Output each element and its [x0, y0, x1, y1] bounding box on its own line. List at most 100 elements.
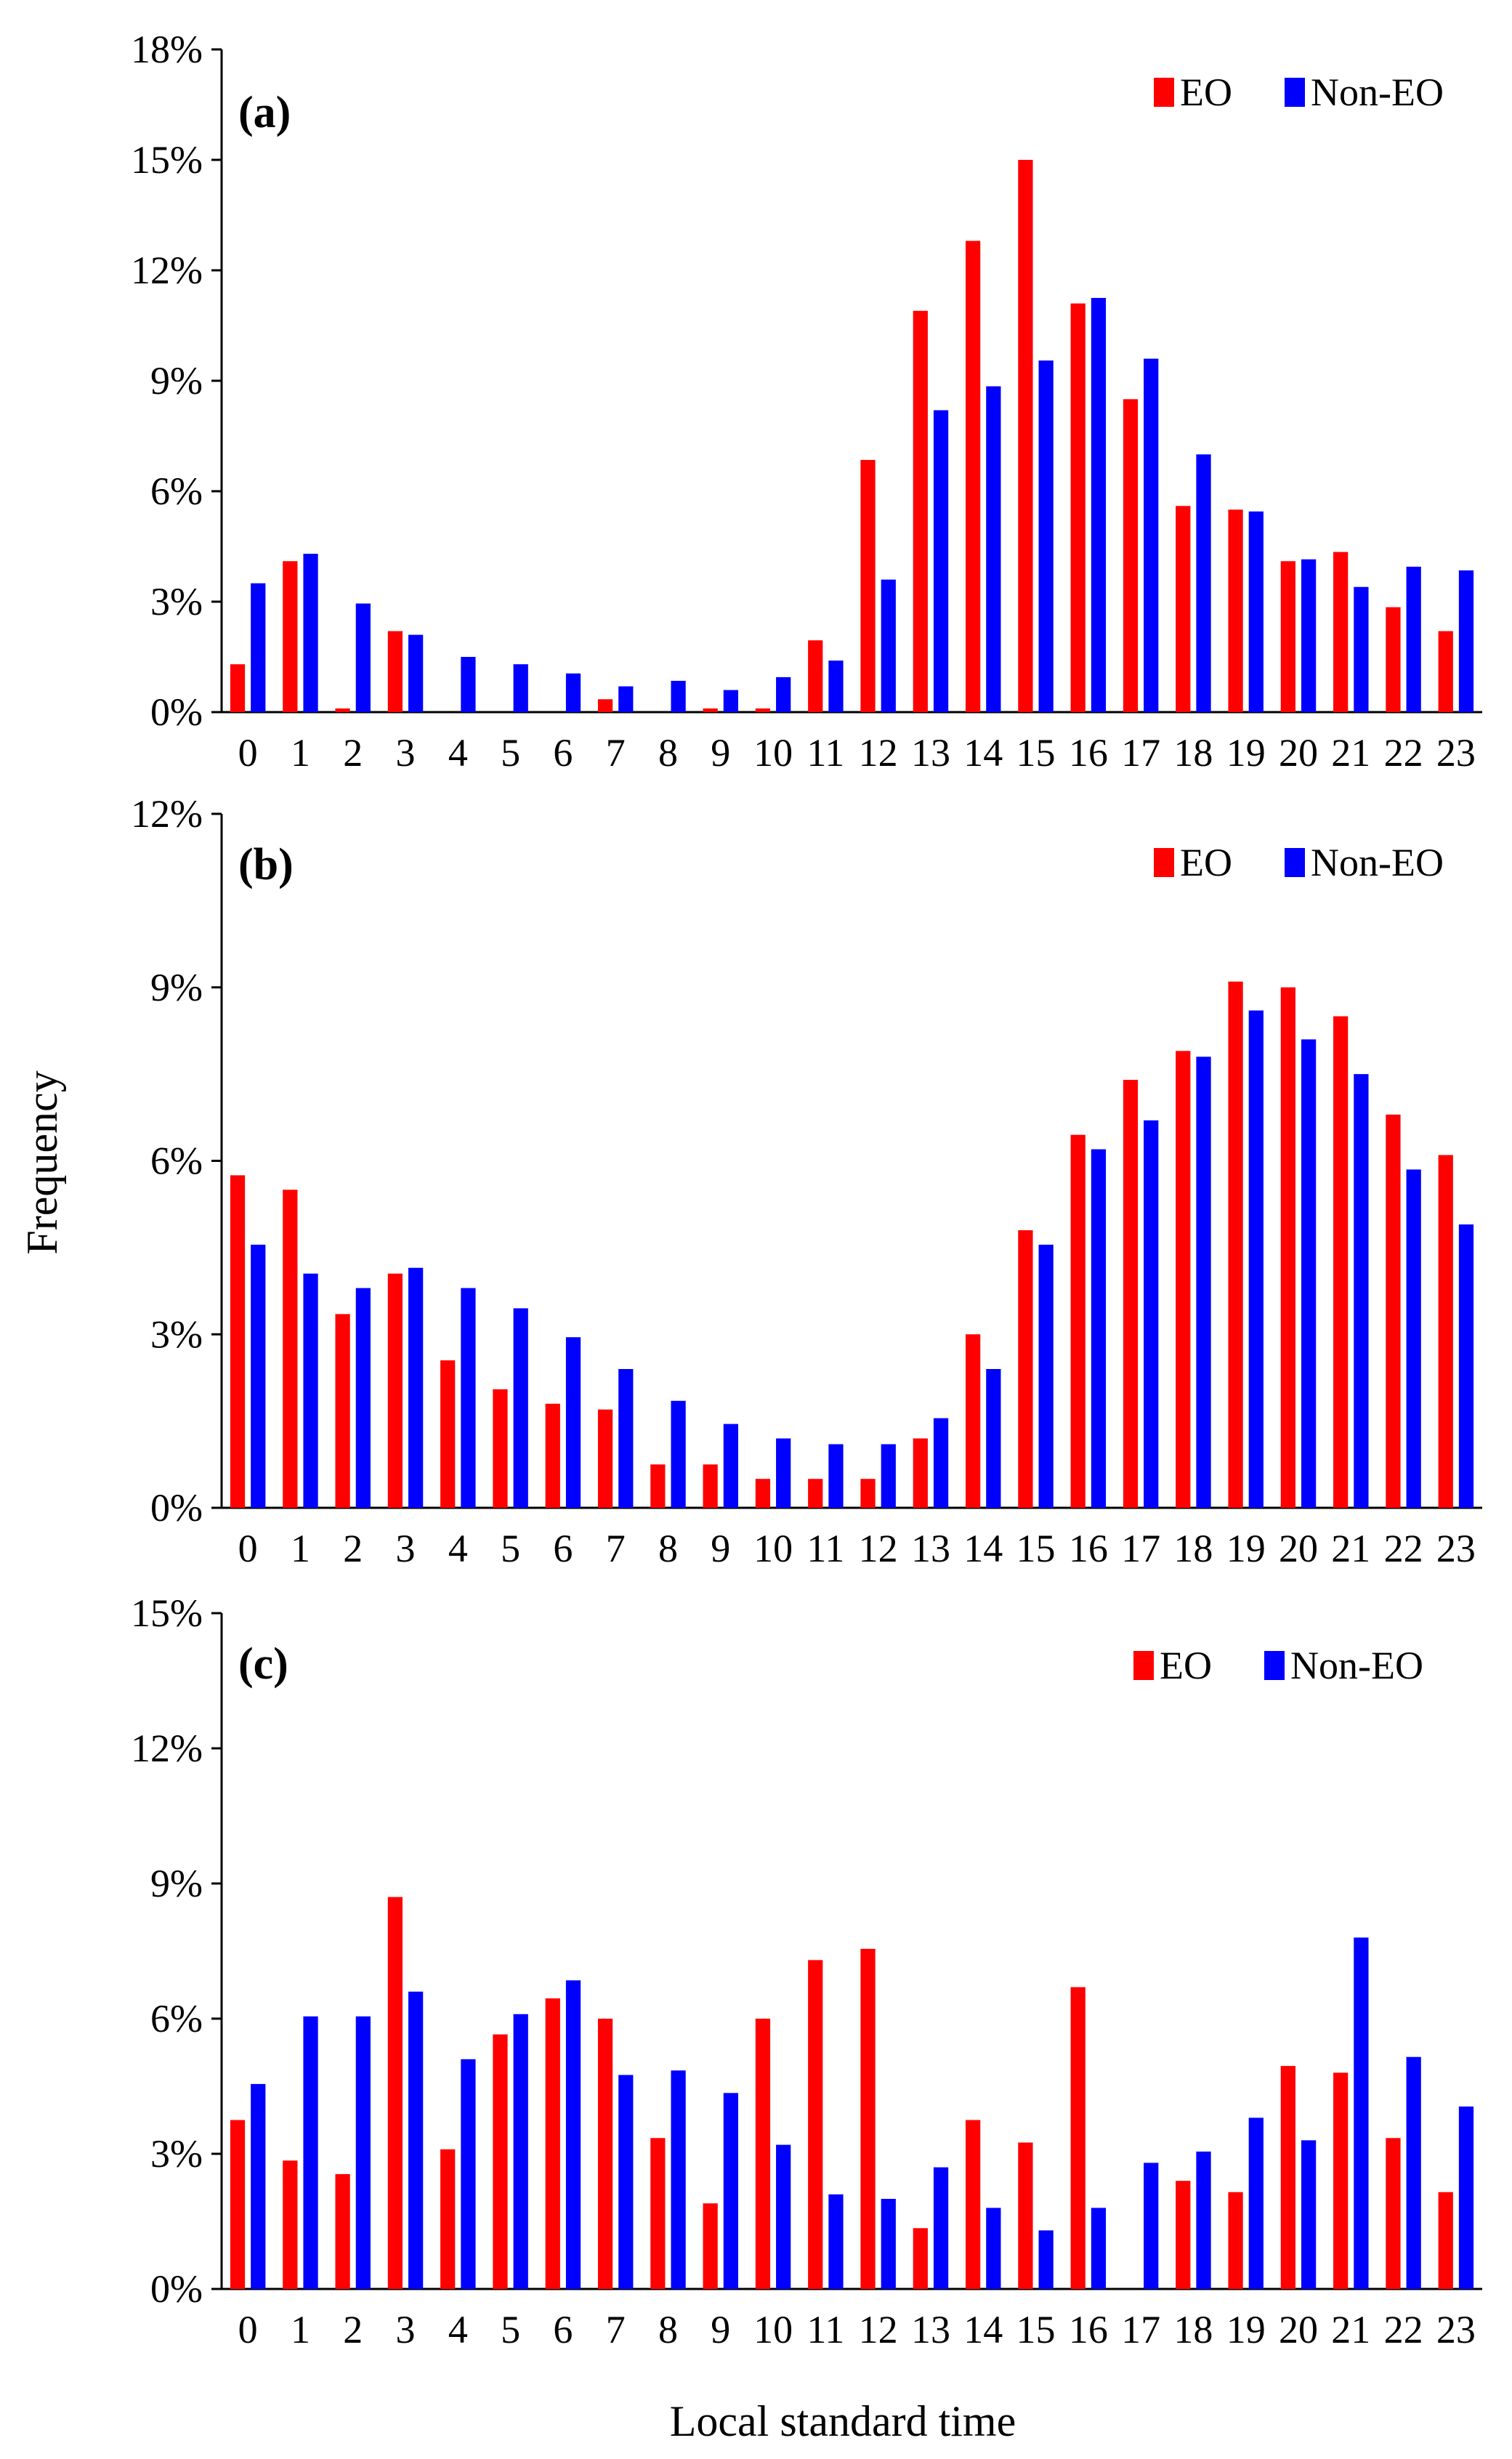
bar-non-eo-8 [671, 680, 686, 712]
legend: EO Non-EO [1154, 841, 1444, 884]
bar-non-eo-18 [1196, 2151, 1211, 2289]
bar-non-eo-17 [1144, 2163, 1159, 2289]
bar-non-eo-0 [251, 1244, 266, 1508]
bar-non-eo-4 [461, 1288, 476, 1508]
x-tick-label: 10 [753, 2308, 793, 2351]
bar-non-eo-15 [1038, 2230, 1054, 2289]
x-tick-label: 15 [1016, 1527, 1056, 1570]
legend: EO Non-EO [1154, 70, 1444, 114]
x-tick-label: 17 [1121, 2308, 1160, 2351]
x-tick-label: 18 [1173, 1527, 1213, 1570]
x-tick-label: 20 [1279, 731, 1318, 775]
x-tick-label: 22 [1384, 731, 1423, 775]
bar-non-eo-19 [1248, 2117, 1264, 2289]
bar-eo-11 [808, 1960, 823, 2289]
legend-swatch-eo [1133, 1651, 1154, 1680]
bar-non-eo-16 [1091, 1149, 1107, 1508]
x-tick-label: 1 [291, 731, 310, 775]
bar-eo-21 [1333, 2072, 1349, 2289]
y-tick-label: 0% [150, 690, 203, 734]
bar-eo-15 [1018, 1230, 1033, 1508]
bar-non-eo-8 [671, 1400, 686, 1508]
x-tick-label: 1 [291, 1527, 310, 1570]
x-tick-label: 16 [1069, 2308, 1108, 2351]
x-tick-label: 2 [343, 731, 363, 775]
x-tick-label: 20 [1279, 1527, 1318, 1570]
bar-non-eo-1 [303, 2016, 318, 2289]
x-tick-label: 9 [711, 1527, 730, 1570]
x-tick-label: 15 [1016, 731, 1056, 775]
y-tick-label: 6% [150, 469, 203, 513]
bar-eo-15 [1018, 160, 1033, 712]
bar-non-eo-12 [881, 2199, 896, 2289]
bar-non-eo-17 [1144, 358, 1159, 712]
x-tick-label: 7 [606, 731, 626, 775]
bar-non-eo-20 [1301, 1039, 1317, 1508]
bar-eo-6 [545, 1998, 560, 2289]
x-tick-label: 16 [1069, 1527, 1108, 1570]
x-tick-label: 13 [911, 731, 950, 775]
bar-eo-23 [1438, 1155, 1453, 1508]
bar-non-eo-19 [1248, 1010, 1264, 1508]
bar-eo-10 [755, 708, 771, 712]
bar-eo-14 [965, 2120, 981, 2289]
x-tick-label: 12 [859, 2308, 898, 2351]
bar-non-eo-18 [1196, 1057, 1211, 1508]
bar-non-eo-21 [1354, 1074, 1369, 1508]
x-tick-label: 5 [501, 1527, 520, 1570]
panel-2: 0%3%6%9%12%15%0 1 2 3 4 5 6 7 8 9 10 11 12 13 14 15 16 17… [131, 1591, 1482, 2351]
bar-eo-18 [1176, 506, 1191, 712]
x-tick-label: 3 [396, 731, 416, 775]
bar-eo-12 [860, 1479, 876, 1508]
x-tick-label: 5 [501, 2308, 520, 2351]
bar-eo-14 [965, 1334, 981, 1508]
panel-1: 0%3%6%9%12%0 1 2 3 4 5 6 7 8 9 10 11 12 13 14 15 16 17 18 1… [131, 792, 1482, 1570]
bar-eo-13 [913, 310, 928, 712]
y-tick-label: 12% [131, 249, 203, 292]
x-tick-label: 14 [963, 2308, 1003, 2351]
x-tick-label: 12 [859, 731, 898, 775]
legend-label-non-eo: Non-EO [1311, 70, 1444, 114]
y-tick-label: 9% [150, 1862, 203, 1905]
bar-non-eo-22 [1406, 1169, 1421, 1508]
bar-eo-4 [440, 2149, 456, 2289]
legend-swatch-non-eo [1264, 1651, 1285, 1680]
bar-eo-22 [1386, 2138, 1401, 2289]
bar-eo-13 [913, 1438, 928, 1508]
x-tick-label: 10 [753, 731, 793, 775]
bar-non-eo-11 [828, 1444, 844, 1508]
y-tick-label: 15% [131, 138, 203, 182]
bar-non-eo-20 [1301, 559, 1317, 712]
bar-non-eo-5 [513, 1308, 528, 1508]
bar-eo-0 [230, 1175, 246, 1508]
y-tick-label: 6% [150, 1139, 203, 1183]
y-tick-label: 3% [150, 580, 203, 623]
legend-label-eo: EO [1180, 841, 1232, 884]
x-tick-label: 9 [711, 2308, 730, 2351]
bar-eo-1 [283, 561, 298, 712]
y-tick-label: 18% [131, 28, 203, 71]
panel-label: (a) [238, 88, 291, 137]
x-tick-label: 11 [806, 731, 844, 775]
bar-non-eo-6 [565, 1337, 581, 1508]
bar-non-eo-9 [723, 2093, 739, 2289]
bar-eo-0 [230, 2120, 246, 2289]
bar-non-eo-15 [1038, 360, 1054, 712]
bar-eo-3 [387, 1273, 403, 1508]
y-tick-label: 0% [150, 1486, 203, 1530]
legend-swatch-non-eo [1285, 78, 1305, 107]
legend-label-eo: EO [1160, 1644, 1212, 1687]
x-tick-label: 23 [1436, 2308, 1476, 2351]
bar-eo-7 [597, 1409, 613, 1508]
x-tick-label: 10 [753, 1527, 793, 1570]
y-tick-label: 3% [150, 2132, 203, 2176]
bar-eo-7 [597, 699, 613, 712]
bar-non-eo-0 [251, 583, 266, 712]
x-tick-label: 21 [1331, 1527, 1370, 1570]
y-tick-label: 12% [131, 1727, 203, 1770]
bar-eo-17 [1123, 1080, 1139, 1508]
x-tick-label: 1 [291, 2308, 310, 2351]
bar-non-eo-2 [355, 603, 371, 712]
bar-non-eo-23 [1458, 570, 1474, 712]
